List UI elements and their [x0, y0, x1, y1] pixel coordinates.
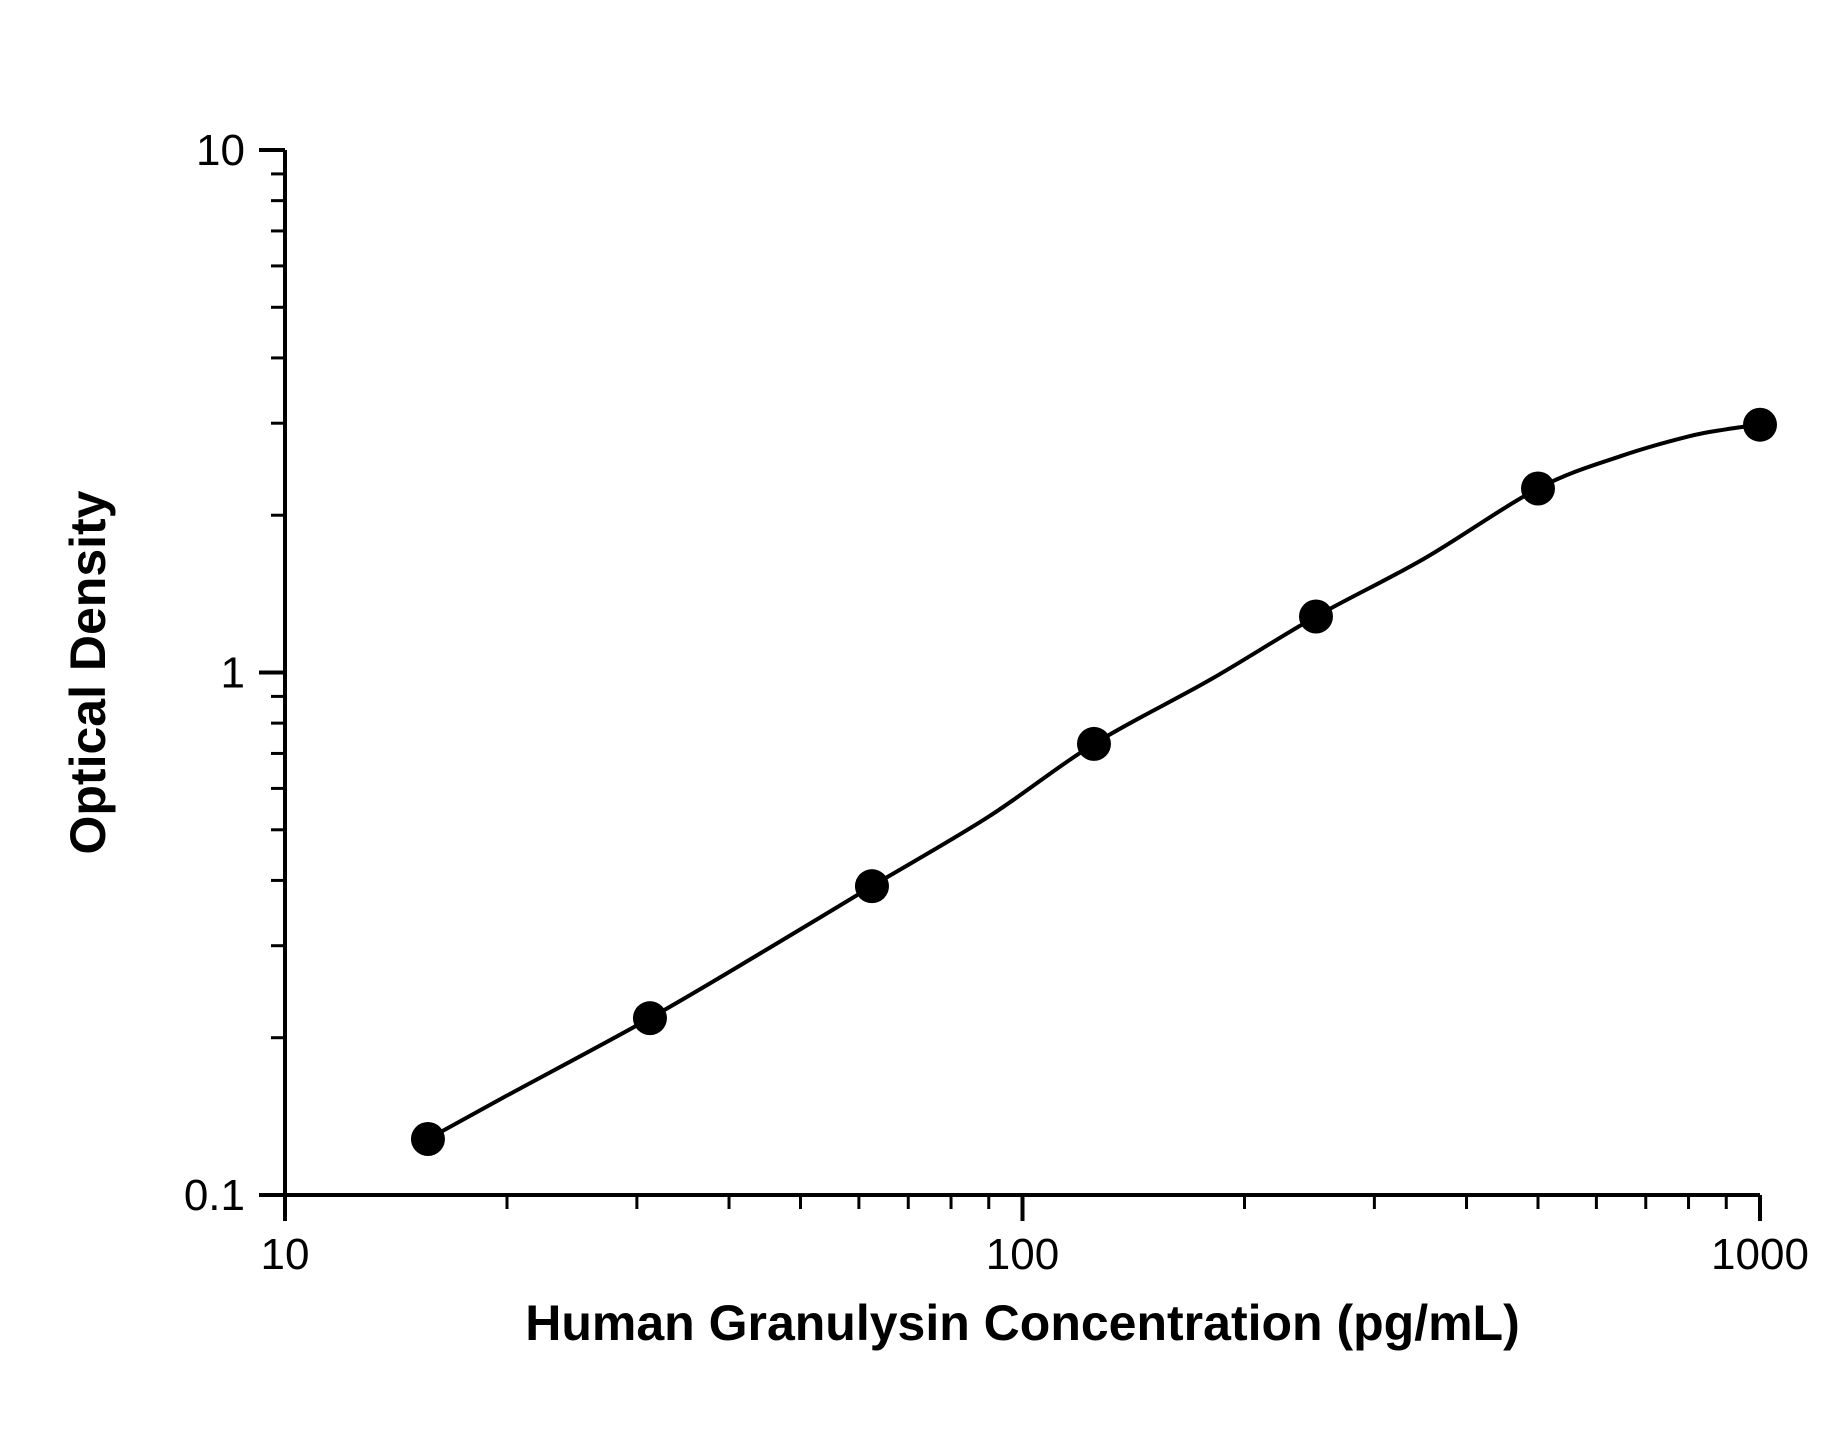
data-marker — [1743, 408, 1777, 442]
y-tick-label: 1 — [221, 649, 245, 698]
data-marker — [855, 869, 889, 903]
y-axis-title: Optical Density — [60, 490, 116, 854]
axes-group — [259, 150, 1760, 1221]
data-curve — [428, 425, 1760, 1139]
x-axis-title: Human Granulysin Concentration (pg/mL) — [525, 1295, 1519, 1351]
data-marker — [1077, 727, 1111, 761]
x-tick-label: 1000 — [1711, 1230, 1809, 1279]
data-line-group — [428, 425, 1760, 1139]
x-tick-label: 100 — [986, 1230, 1059, 1279]
data-markers-group — [411, 408, 1777, 1156]
data-marker — [411, 1122, 445, 1156]
ticks-group: 10 100 1000 0.1 1 10 — [184, 126, 1809, 1279]
y-tick-label: 0.1 — [184, 1171, 245, 1220]
x-tick-label: 10 — [261, 1230, 310, 1279]
data-marker — [633, 1001, 667, 1035]
chart-container: 10 100 1000 0.1 1 10 Human Granulysin Concent… — [0, 0, 1821, 1433]
y-tick-label: 10 — [196, 126, 245, 175]
chart-svg: 10 100 1000 0.1 1 10 Human Granulysin Concent… — [0, 0, 1821, 1433]
data-marker — [1299, 599, 1333, 633]
data-marker — [1521, 471, 1555, 505]
